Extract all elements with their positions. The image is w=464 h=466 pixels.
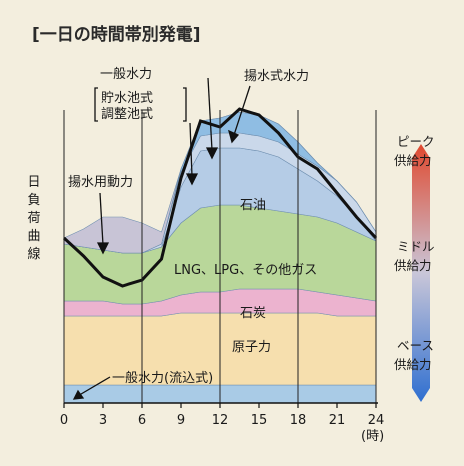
x-tick-label: 3	[99, 413, 107, 428]
x-tick-label: 24	[368, 413, 385, 428]
x-tick-label: 15	[251, 413, 268, 428]
x-axis-unit: (時)	[361, 429, 384, 444]
chart-title: [一日の時間帯別発電]	[32, 24, 201, 45]
label-peak-2: 供給力	[394, 153, 432, 168]
load-curve-label-char: 線	[27, 246, 40, 262]
x-tick-label: 0	[60, 413, 68, 428]
annotation-arrows	[72, 77, 251, 400]
label-general-hydro: 一般水力	[100, 66, 152, 82]
label-lng: LNG、LPG、その他ガス	[174, 263, 317, 278]
x-tick-label: 18	[290, 413, 307, 428]
hour-gridlines	[63, 110, 377, 403]
supply-gradient-bar	[412, 144, 430, 402]
x-tick-label: 21	[329, 413, 346, 428]
label-reservoir-2: 調整池式	[101, 107, 153, 122]
reservoir-bracket	[94, 87, 187, 122]
load-curve-label-char: 負	[27, 193, 40, 208]
label-pumped-storage: 揚水式水力	[244, 68, 309, 84]
load-curve-label-char: 日	[27, 175, 40, 190]
x-tick-label: 9	[177, 413, 185, 428]
label-nuclear: 原子力	[232, 340, 271, 355]
label-pumping-power: 揚水用動力	[68, 174, 133, 190]
x-tick-label: 6	[138, 413, 146, 428]
load-curve-label-char: 曲	[27, 229, 40, 244]
label-base-1: ベース	[397, 338, 434, 353]
x-tick-label: 12	[212, 413, 229, 428]
label-run-of-river: 一般水力(流込式)	[112, 370, 213, 386]
layer-pumping-power	[63, 111, 377, 254]
label-base-2: 供給力	[394, 357, 432, 372]
label-coal: 石炭	[240, 306, 266, 321]
label-peak-1: ピーク	[397, 134, 435, 149]
label-reservoir-1: 貯水池式	[101, 91, 153, 106]
label-oil: 石油	[240, 198, 266, 213]
label-middle-1: ミドル	[397, 239, 435, 254]
x-axis-ticks: 0 3 6 9 12 15 18 21 24	[60, 403, 384, 428]
load-curve-label-char: 荷	[27, 211, 40, 226]
label-middle-2: 供給力	[394, 258, 432, 273]
